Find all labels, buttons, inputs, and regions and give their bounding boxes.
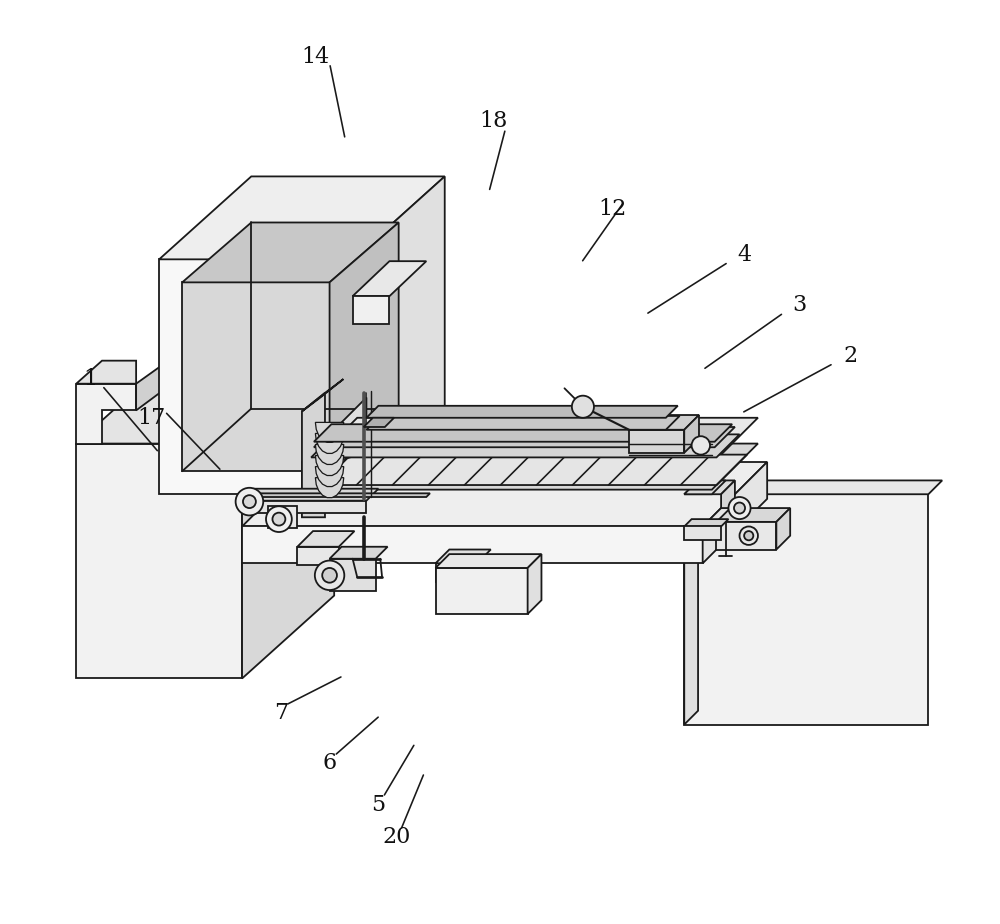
Polygon shape (330, 223, 399, 471)
Polygon shape (366, 416, 680, 430)
Circle shape (236, 488, 263, 516)
Polygon shape (76, 383, 136, 444)
Polygon shape (311, 444, 758, 490)
Text: 5: 5 (371, 794, 385, 816)
Polygon shape (76, 360, 334, 444)
Polygon shape (297, 531, 354, 547)
Polygon shape (315, 433, 344, 454)
Polygon shape (302, 393, 325, 517)
Polygon shape (776, 508, 790, 550)
Polygon shape (159, 260, 353, 494)
Polygon shape (684, 480, 942, 494)
Polygon shape (315, 444, 344, 465)
Polygon shape (353, 261, 426, 297)
Polygon shape (353, 297, 389, 323)
Polygon shape (366, 406, 678, 418)
Polygon shape (315, 467, 344, 487)
Circle shape (315, 561, 344, 590)
Polygon shape (629, 415, 699, 430)
Polygon shape (311, 434, 740, 457)
Text: 17: 17 (138, 407, 166, 429)
Polygon shape (684, 527, 721, 541)
Polygon shape (242, 489, 378, 501)
Polygon shape (242, 462, 767, 527)
Text: 20: 20 (383, 826, 411, 848)
Circle shape (740, 527, 758, 545)
Polygon shape (721, 480, 735, 508)
Polygon shape (297, 547, 339, 565)
Polygon shape (315, 456, 344, 476)
Polygon shape (716, 508, 790, 522)
Polygon shape (302, 379, 343, 411)
Polygon shape (76, 444, 242, 678)
Polygon shape (242, 527, 703, 564)
Circle shape (734, 503, 745, 514)
Polygon shape (242, 501, 366, 513)
Polygon shape (242, 360, 334, 678)
Circle shape (266, 506, 292, 532)
Polygon shape (315, 478, 344, 498)
Polygon shape (311, 418, 758, 464)
Circle shape (728, 497, 751, 519)
Polygon shape (684, 480, 698, 724)
Polygon shape (436, 550, 491, 564)
Polygon shape (268, 506, 297, 529)
Polygon shape (315, 422, 344, 443)
Polygon shape (242, 493, 430, 497)
Circle shape (692, 436, 710, 455)
Polygon shape (159, 176, 445, 260)
Polygon shape (182, 283, 330, 471)
Polygon shape (684, 519, 728, 527)
Polygon shape (320, 455, 747, 485)
Polygon shape (136, 360, 168, 410)
Polygon shape (684, 494, 928, 724)
Text: 4: 4 (737, 244, 751, 266)
Polygon shape (528, 554, 541, 614)
Text: 12: 12 (598, 198, 627, 220)
Text: 6: 6 (323, 752, 337, 774)
Circle shape (744, 531, 753, 541)
Polygon shape (76, 360, 136, 383)
Polygon shape (436, 554, 541, 568)
Polygon shape (314, 427, 735, 447)
Polygon shape (716, 522, 776, 550)
Polygon shape (684, 415, 699, 453)
Polygon shape (703, 462, 767, 564)
Polygon shape (353, 176, 445, 494)
Circle shape (572, 395, 594, 418)
Polygon shape (436, 568, 528, 614)
Text: 18: 18 (479, 110, 508, 132)
Circle shape (272, 513, 285, 526)
Polygon shape (684, 480, 735, 494)
Circle shape (322, 568, 337, 583)
Text: 1: 1 (83, 368, 97, 390)
Text: 7: 7 (274, 701, 288, 723)
Text: 14: 14 (302, 45, 330, 67)
Polygon shape (684, 480, 726, 494)
Polygon shape (330, 559, 376, 591)
Polygon shape (182, 223, 399, 283)
Polygon shape (364, 418, 394, 427)
Circle shape (243, 495, 256, 508)
Text: 3: 3 (792, 295, 807, 316)
Polygon shape (302, 397, 366, 517)
Polygon shape (330, 547, 388, 559)
Polygon shape (629, 430, 684, 453)
Polygon shape (314, 424, 732, 442)
Text: 2: 2 (843, 345, 857, 367)
Polygon shape (436, 564, 477, 582)
